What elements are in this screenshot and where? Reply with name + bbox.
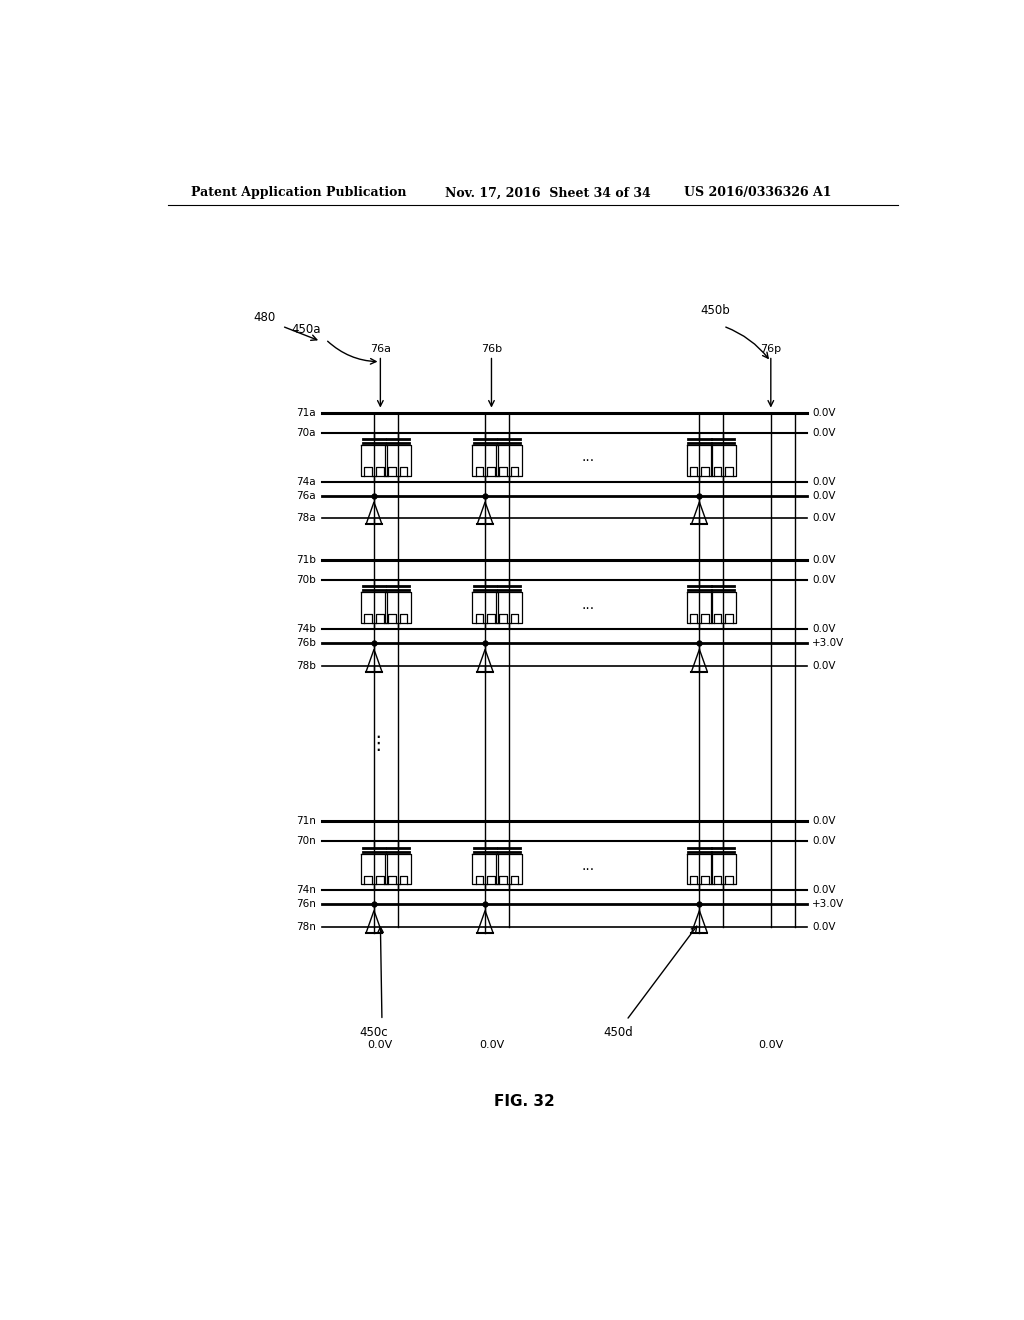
Text: 0.0V: 0.0V: [812, 886, 836, 895]
Text: Patent Application Publication: Patent Application Publication: [191, 186, 407, 199]
Text: Nov. 17, 2016  Sheet 34 of 34: Nov. 17, 2016 Sheet 34 of 34: [445, 186, 651, 199]
Text: +3.0V: +3.0V: [812, 639, 845, 648]
Text: 450b: 450b: [700, 305, 730, 317]
Text: 0.0V: 0.0V: [812, 408, 836, 417]
Text: 0.0V: 0.0V: [812, 477, 836, 487]
Text: 0.0V: 0.0V: [812, 513, 836, 523]
Text: 76a: 76a: [297, 491, 316, 500]
Text: 0.0V: 0.0V: [812, 660, 836, 671]
Text: 0.0V: 0.0V: [368, 1040, 393, 1049]
Text: 480: 480: [253, 312, 275, 325]
Text: 71b: 71b: [296, 554, 316, 565]
Text: 74n: 74n: [296, 886, 316, 895]
Text: 74b: 74b: [296, 624, 316, 634]
Text: 76n: 76n: [296, 899, 316, 909]
Text: 450c: 450c: [359, 1026, 388, 1039]
Text: 0.0V: 0.0V: [479, 1040, 504, 1049]
Text: 76p: 76p: [760, 343, 781, 354]
Text: ...: ...: [582, 450, 595, 465]
Text: 0.0V: 0.0V: [812, 921, 836, 932]
Text: 0.0V: 0.0V: [812, 624, 836, 634]
Text: 0.0V: 0.0V: [812, 428, 836, 438]
Text: 78b: 78b: [296, 660, 316, 671]
Text: FIG. 32: FIG. 32: [495, 1094, 555, 1109]
Text: ...: ...: [582, 598, 595, 611]
Text: 450d: 450d: [603, 1026, 633, 1039]
Text: 0.0V: 0.0V: [758, 1040, 783, 1049]
Text: ⋮: ⋮: [369, 734, 388, 752]
Text: 70n: 70n: [296, 837, 316, 846]
Text: +3.0V: +3.0V: [812, 899, 845, 909]
Text: ...: ...: [582, 859, 595, 873]
Text: 0.0V: 0.0V: [812, 816, 836, 826]
Text: 71n: 71n: [296, 816, 316, 826]
Text: 78n: 78n: [296, 921, 316, 932]
Text: 0.0V: 0.0V: [812, 837, 836, 846]
Text: 76b: 76b: [296, 639, 316, 648]
Text: 0.0V: 0.0V: [812, 576, 836, 585]
Text: 0.0V: 0.0V: [812, 554, 836, 565]
Text: 0.0V: 0.0V: [812, 491, 836, 500]
Text: 74a: 74a: [297, 477, 316, 487]
Text: US 2016/0336326 A1: US 2016/0336326 A1: [684, 186, 831, 199]
Text: 70a: 70a: [297, 428, 316, 438]
Text: 70b: 70b: [296, 576, 316, 585]
Text: 450a: 450a: [291, 322, 321, 335]
Text: 76b: 76b: [481, 343, 502, 354]
Text: 78a: 78a: [297, 513, 316, 523]
Text: 76a: 76a: [370, 343, 391, 354]
Text: 71a: 71a: [297, 408, 316, 417]
